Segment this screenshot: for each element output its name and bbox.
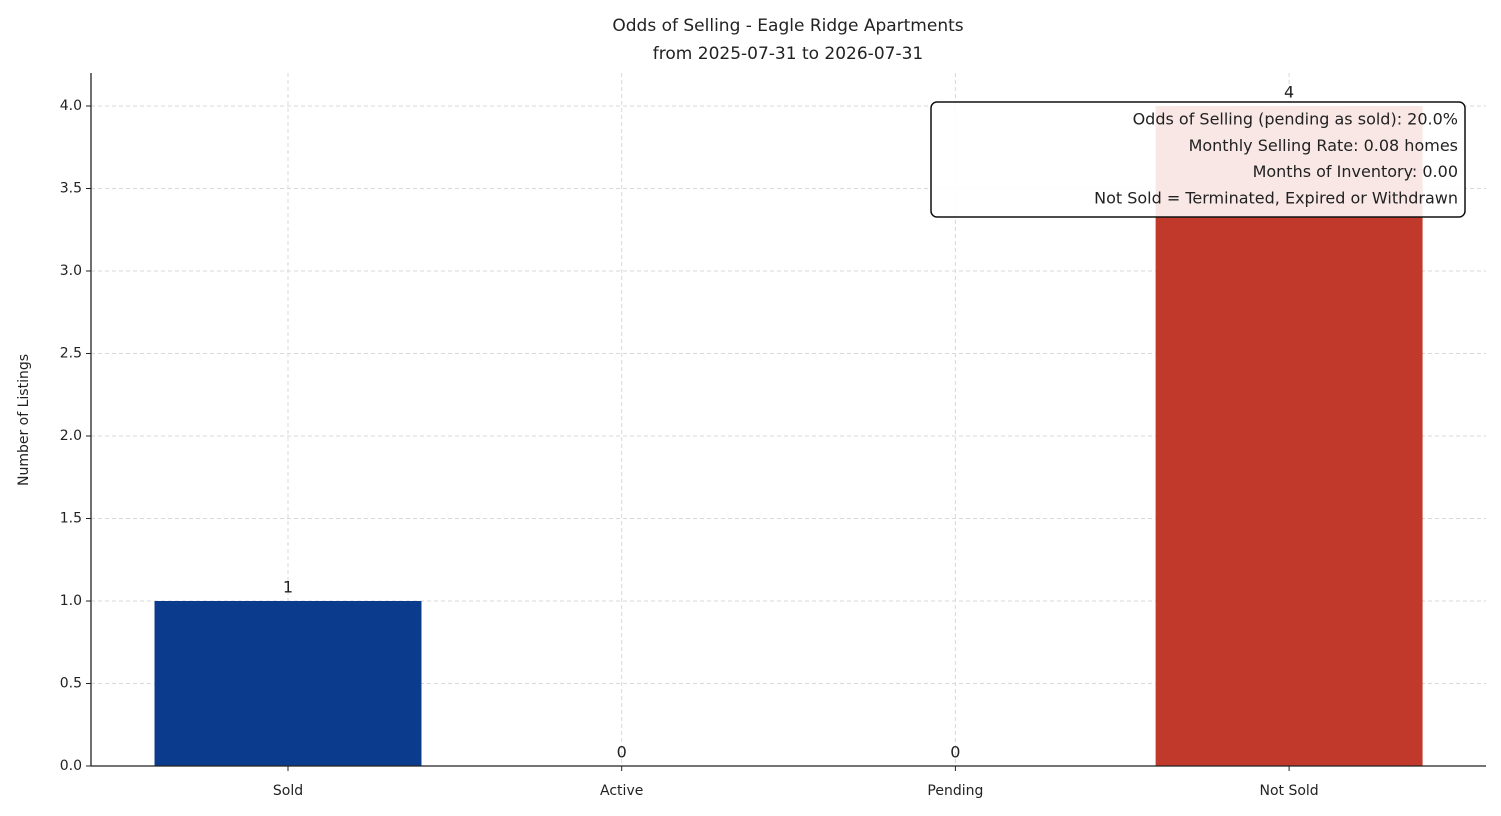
y-tick-label: 0.0 xyxy=(60,758,82,774)
y-tick-label: 3.5 xyxy=(60,181,82,197)
x-tick-label: Not Sold xyxy=(1259,783,1318,799)
y-tick-label: 3.0 xyxy=(60,263,82,279)
value-label: 0 xyxy=(950,743,960,762)
y-tick-label: 1.0 xyxy=(60,593,82,609)
chart-title: Odds of Selling - Eagle Ridge Apartments xyxy=(612,16,963,36)
value-label: 0 xyxy=(617,743,627,762)
x-tick-label: Active xyxy=(600,783,643,799)
y-tick-label: 4.0 xyxy=(60,98,82,114)
y-tick-label: 2.5 xyxy=(60,346,82,362)
bar xyxy=(154,601,422,766)
value-label: 4 xyxy=(1284,83,1294,102)
annotation-line: Months of Inventory: 0.00 xyxy=(1253,162,1458,181)
y-axis-label: Number of Listings xyxy=(16,354,32,486)
y-tick-label: 0.5 xyxy=(60,676,82,692)
annotation-box: Odds of Selling (pending as sold): 20.0%… xyxy=(930,101,1466,218)
y-tick-label: 1.5 xyxy=(60,511,82,527)
annotation-line: Not Sold = Terminated, Expired or Withdr… xyxy=(1094,188,1458,207)
x-tick-label: Pending xyxy=(927,783,983,799)
annotation-line: Odds of Selling (pending as sold): 20.0% xyxy=(1133,110,1458,129)
value-label: 1 xyxy=(283,578,293,597)
x-tick-label: Sold xyxy=(273,783,303,799)
annotation-line: Monthly Selling Rate: 0.08 homes xyxy=(1189,136,1458,155)
annotation-frame xyxy=(930,101,1466,218)
chart-subtitle: from 2025-07-31 to 2026-07-31 xyxy=(653,44,923,64)
y-tick-label: 2.0 xyxy=(60,428,82,444)
